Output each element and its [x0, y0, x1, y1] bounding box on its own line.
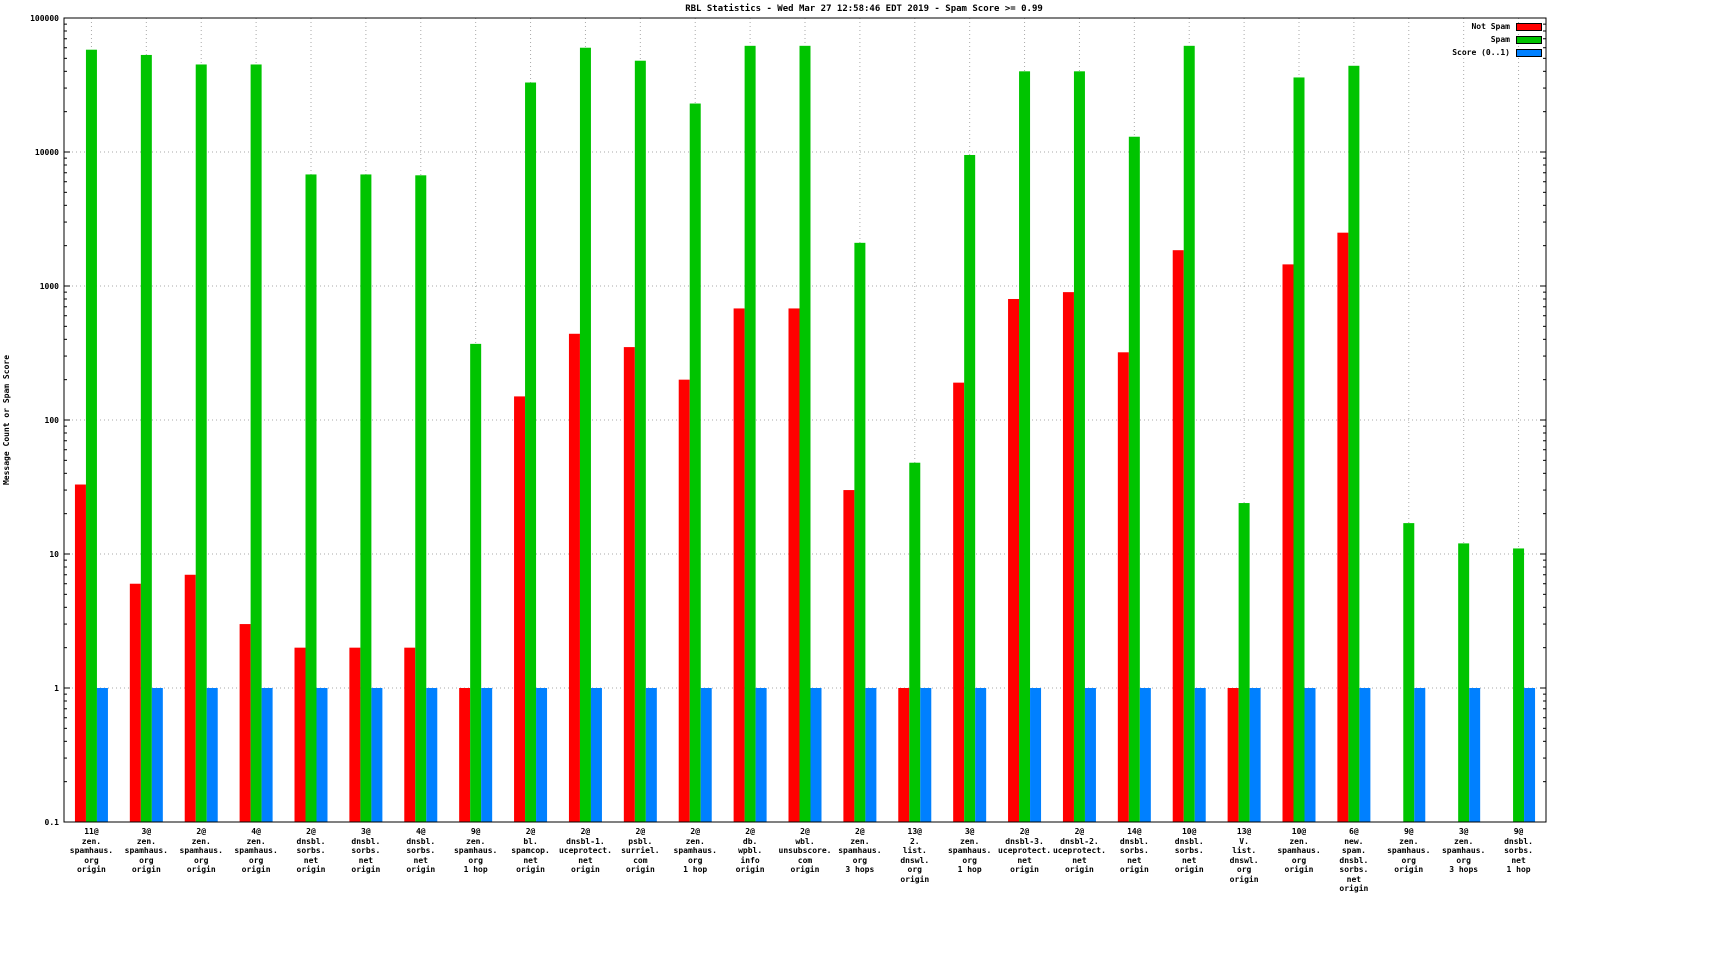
bar-not-spam-13	[788, 308, 800, 822]
legend-label: Score (0..1)	[1452, 48, 1510, 57]
bar-score-0-1-7	[481, 688, 493, 822]
bar-not-spam-9	[568, 333, 580, 822]
bar-not-spam-4	[294, 647, 306, 822]
bar-not-spam-6	[404, 647, 416, 822]
bar-score-0-1-1	[151, 688, 163, 822]
bar-spam-22	[1293, 77, 1305, 823]
bar-spam-0	[85, 49, 97, 823]
bar-score-0-1-25	[1469, 688, 1481, 822]
bar-not-spam-0	[74, 484, 86, 822]
legend-item-not-spam: Not Spam	[1471, 22, 1542, 31]
bar-spam-1	[140, 54, 152, 823]
bar-spam-13	[799, 45, 811, 822]
bar-score-0-1-19	[1139, 688, 1151, 822]
y-tick-label: 100000	[30, 14, 59, 23]
bar-not-spam-21	[1227, 688, 1239, 822]
bar-score-0-1-9	[590, 688, 602, 822]
bar-spam-10	[634, 60, 646, 822]
bar-not-spam-12	[733, 308, 745, 822]
bar-spam-20	[1183, 45, 1195, 822]
bar-score-0-1-17	[1030, 688, 1042, 822]
bar-score-0-1-24	[1414, 688, 1426, 822]
bar-score-0-1-4	[316, 688, 328, 822]
bar-score-0-1-20	[1194, 688, 1206, 822]
bar-spam-14	[854, 242, 866, 822]
legend-item-spam: Spam	[1491, 35, 1542, 44]
y-tick-label: 0.1	[45, 818, 60, 827]
bar-score-0-1-15	[920, 688, 932, 822]
bar-not-spam-23	[1337, 232, 1349, 823]
bar-score-0-1-26	[1524, 688, 1536, 822]
bar-not-spam-17	[1008, 298, 1020, 822]
bar-spam-4	[305, 174, 317, 823]
bar-score-0-1-2	[206, 688, 218, 822]
bar-spam-26	[1513, 548, 1525, 822]
bar-spam-21	[1238, 503, 1250, 822]
bar-spam-15	[909, 462, 921, 822]
bar-score-0-1-22	[1304, 688, 1316, 822]
bar-spam-24	[1403, 523, 1415, 822]
bar-spam-23	[1348, 65, 1360, 822]
bar-not-spam-19	[1117, 352, 1129, 822]
bar-spam-7	[470, 343, 482, 822]
legend-item-score-0-1: Score (0..1)	[1452, 48, 1542, 57]
bar-spam-5	[360, 174, 372, 823]
y-tick-label: 1000	[40, 282, 59, 291]
legend-label: Spam	[1490, 35, 1510, 44]
bar-score-0-1-12	[755, 688, 767, 822]
bar-not-spam-11	[678, 379, 690, 822]
y-tick-label: 1	[54, 684, 59, 693]
bar-not-spam-7	[459, 688, 471, 822]
bar-not-spam-16	[953, 382, 965, 822]
bar-spam-2	[195, 64, 207, 822]
legend: Not Spam Spam Score (0..1)	[1452, 22, 1542, 57]
bar-spam-12	[744, 45, 756, 822]
bar-spam-25	[1458, 543, 1470, 822]
bar-score-0-1-6	[426, 688, 438, 822]
bar-score-0-1-18	[1084, 688, 1096, 822]
bar-score-0-1-10	[645, 688, 657, 822]
bar-not-spam-18	[1062, 292, 1074, 823]
bar-score-0-1-14	[865, 688, 877, 822]
bar-not-spam-14	[843, 490, 855, 822]
bar-not-spam-22	[1282, 264, 1294, 822]
bar-spam-8	[525, 82, 537, 822]
chart-title: RBL Statistics - Wed Mar 27 12:58:46 EDT…	[685, 4, 1043, 14]
legend-swatch-score-0-1	[1516, 48, 1542, 57]
legend-swatch-not-spam	[1516, 22, 1542, 31]
legend-label: Not Spam	[1471, 22, 1510, 31]
bar-not-spam-8	[514, 396, 526, 822]
bar-score-0-1-3	[261, 688, 273, 822]
bar-score-0-1-11	[700, 688, 712, 822]
bar-spam-9	[579, 47, 591, 823]
bar-spam-16	[964, 154, 976, 822]
bar-spam-19	[1128, 136, 1140, 823]
bar-score-0-1-16	[975, 688, 987, 822]
bar-score-0-1-13	[810, 688, 822, 822]
bar-spam-18	[1073, 71, 1085, 822]
bar-not-spam-5	[349, 647, 361, 822]
y-tick-label: 100	[45, 416, 60, 425]
bar-score-0-1-23	[1359, 688, 1371, 822]
bar-score-0-1-8	[536, 688, 548, 822]
bar-not-spam-1	[129, 583, 141, 822]
bar-not-spam-10	[623, 347, 635, 822]
bar-spam-11	[689, 103, 701, 823]
bar-spam-6	[415, 175, 427, 822]
legend-swatch-spam	[1516, 35, 1542, 44]
y-tick-label: 10000	[35, 148, 59, 157]
bar-score-0-1-5	[371, 688, 383, 822]
bar-spam-3	[250, 64, 262, 822]
y-tick-label: 10	[49, 550, 59, 559]
bar-score-0-1-0	[96, 688, 108, 822]
bar-not-spam-2	[184, 574, 196, 822]
bar-not-spam-3	[239, 624, 251, 822]
bar-not-spam-15	[898, 688, 910, 822]
bar-spam-17	[1019, 71, 1031, 822]
bar-score-0-1-21	[1249, 688, 1261, 822]
bar-not-spam-20	[1172, 250, 1184, 823]
